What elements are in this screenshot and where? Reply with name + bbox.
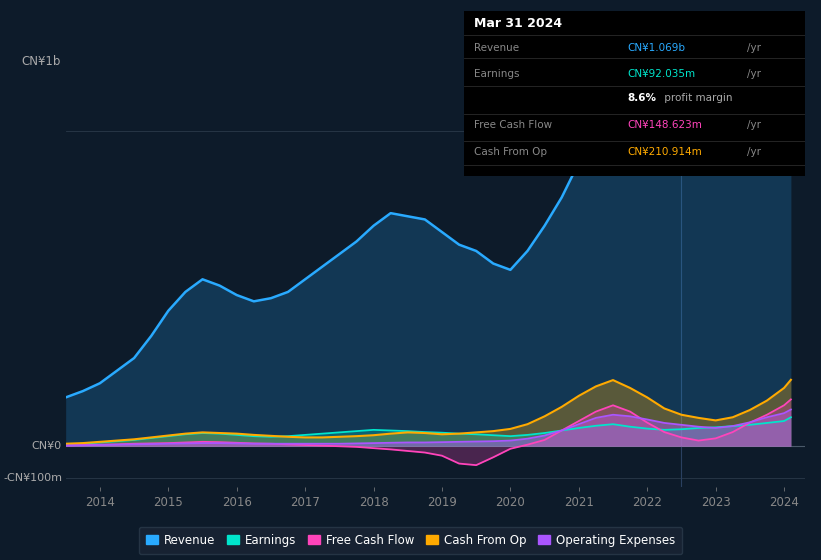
Text: Earnings: Earnings — [474, 69, 520, 79]
Text: CN¥1.069b: CN¥1.069b — [627, 43, 686, 53]
Text: CN¥148.623m: CN¥148.623m — [627, 120, 702, 130]
Text: CN¥0: CN¥0 — [32, 441, 62, 451]
Text: /yr: /yr — [746, 43, 761, 53]
Text: Cash From Op: Cash From Op — [474, 147, 547, 157]
Text: /yr: /yr — [746, 147, 761, 157]
Legend: Revenue, Earnings, Free Cash Flow, Cash From Op, Operating Expenses: Revenue, Earnings, Free Cash Flow, Cash … — [139, 527, 682, 554]
Text: Mar 31 2024: Mar 31 2024 — [474, 17, 562, 30]
Text: /yr: /yr — [746, 69, 761, 79]
Text: Revenue: Revenue — [474, 43, 519, 53]
Text: CN¥1b: CN¥1b — [21, 55, 61, 68]
Text: profit margin: profit margin — [662, 93, 733, 103]
Text: Free Cash Flow: Free Cash Flow — [474, 120, 553, 130]
Text: 8.6%: 8.6% — [627, 93, 657, 103]
Text: CN¥92.035m: CN¥92.035m — [627, 69, 695, 79]
Text: /yr: /yr — [746, 120, 761, 130]
Text: -CN¥100m: -CN¥100m — [3, 473, 62, 483]
Text: CN¥210.914m: CN¥210.914m — [627, 147, 702, 157]
